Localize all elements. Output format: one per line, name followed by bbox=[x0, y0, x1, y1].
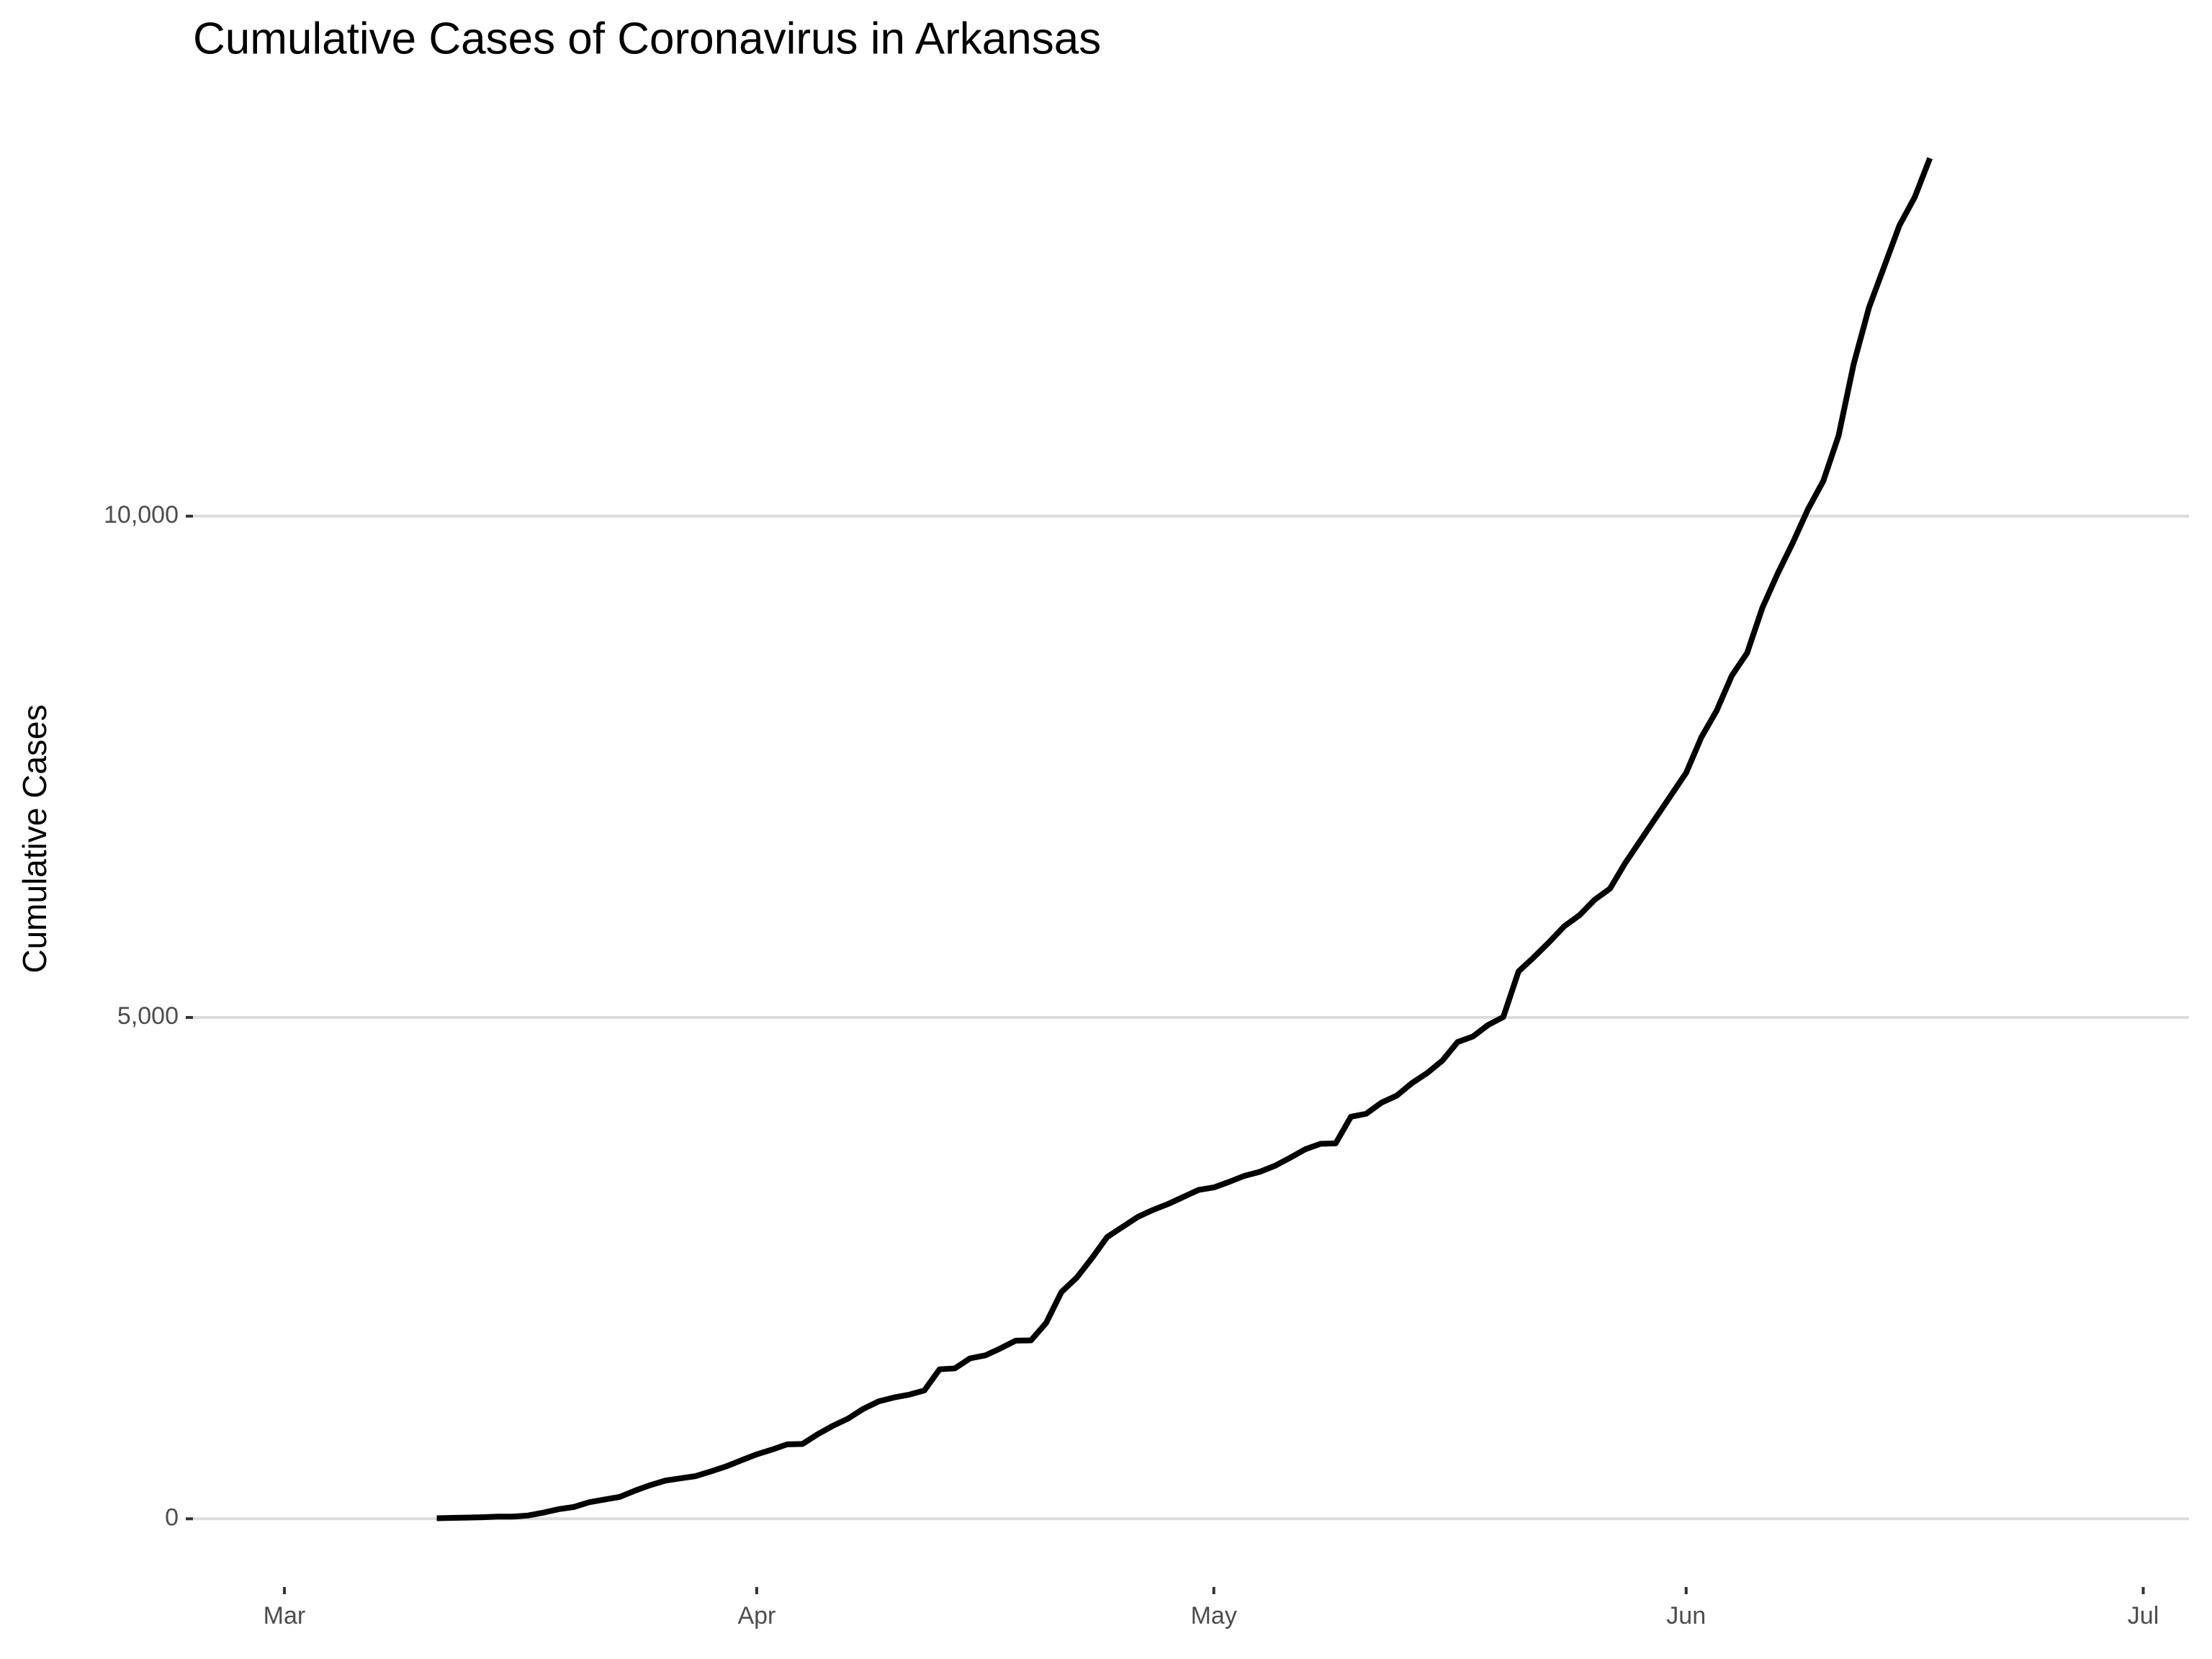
x-tick-label: Jun bbox=[1666, 1602, 1706, 1629]
x-tick-label: Jul bbox=[2128, 1602, 2159, 1629]
y-tick-label: 0 bbox=[165, 1503, 179, 1531]
y-tick-label: 5,000 bbox=[117, 1002, 179, 1030]
y-tick-label: 10,000 bbox=[104, 501, 179, 529]
line bbox=[436, 157, 1933, 1521]
x-tick-label: Apr bbox=[737, 1602, 775, 1629]
chart-title: Cumulative Cases of Coronavirus in Arkan… bbox=[193, 14, 1101, 63]
y-axis-label: Cumulative Cases bbox=[16, 704, 53, 973]
x-tick-label: May bbox=[1191, 1602, 1237, 1629]
x-tick-label: Mar bbox=[264, 1602, 306, 1629]
